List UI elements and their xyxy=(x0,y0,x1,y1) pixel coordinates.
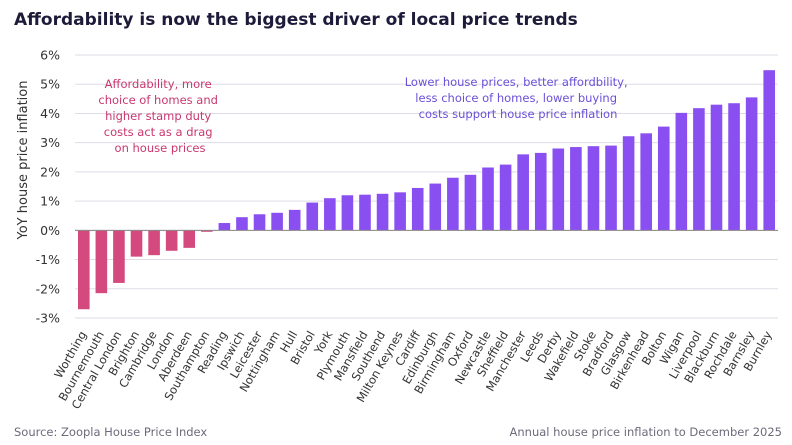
bar-derby xyxy=(552,148,565,231)
bar-plymouth xyxy=(341,195,354,231)
y-tick-label: -3% xyxy=(36,311,60,326)
bar-oxford xyxy=(464,174,477,231)
bar-glasgow xyxy=(622,136,635,231)
chart-title: Affordability is now the biggest driver … xyxy=(14,10,578,30)
y-tick-label: 3% xyxy=(40,135,60,150)
annotation-left-line: choice of homes and xyxy=(98,93,218,107)
bar-birmingham xyxy=(447,177,459,231)
bar-liverpool xyxy=(693,108,705,231)
y-axis-ticks: -3% -2% -1% 0% 1% 2% 3% 4% 5% 6% xyxy=(36,48,60,326)
bar-bolton xyxy=(657,126,670,231)
annotation-left-line: higher stamp duty xyxy=(105,109,211,123)
bar-brighton xyxy=(130,230,143,257)
annotation-left-line: on house prices xyxy=(115,141,206,155)
bar-worthing xyxy=(77,230,90,310)
bar-southend xyxy=(376,193,389,231)
annotation-left: Affordability, more choice of homes and … xyxy=(98,77,221,155)
bar-central-london xyxy=(113,230,125,283)
y-tick-label: 0% xyxy=(40,223,60,238)
bar-bristol xyxy=(306,202,319,231)
bar-stoke xyxy=(587,146,600,231)
bar-york xyxy=(324,198,336,231)
bar-southampton xyxy=(201,230,213,232)
period-note: Annual house price inflation to December… xyxy=(510,425,782,439)
annotation-right-line: costs support house price inflation xyxy=(419,107,618,121)
y-tick-label: 1% xyxy=(40,194,60,209)
bar-wigan xyxy=(675,112,688,231)
bar-leeds xyxy=(534,152,547,231)
annotation-left-line: costs act as a drag xyxy=(104,125,213,139)
bar-ipswich xyxy=(236,217,248,231)
y-tick-label: -2% xyxy=(36,281,60,296)
bar-leicester xyxy=(253,214,266,231)
y-tick-label: 4% xyxy=(40,106,60,121)
bar-hull xyxy=(288,209,301,231)
bar-rochdale xyxy=(728,103,740,231)
bar-manchester xyxy=(517,154,529,231)
bar-wakefield xyxy=(570,147,582,231)
bar-london xyxy=(165,230,178,251)
bar-newcastle xyxy=(482,167,494,231)
bar-nottingham xyxy=(271,212,283,231)
y-tick-label: 5% xyxy=(40,77,60,92)
bar-cambridge xyxy=(148,230,160,256)
bar-milton-keynes xyxy=(394,192,406,231)
bar-bournemouth xyxy=(95,230,108,294)
bar-birkenhead xyxy=(640,133,652,231)
bar-reading xyxy=(218,223,231,231)
y-tick-label: 6% xyxy=(40,48,60,63)
annotation-left-line: Affordability, more xyxy=(105,77,212,91)
bar-bradford xyxy=(605,145,617,231)
bar-edinburgh xyxy=(429,183,442,231)
bar-cardiff xyxy=(411,187,424,231)
bar-blackburn xyxy=(710,104,723,231)
bar-mansfield xyxy=(359,194,371,231)
y-tick-label: -1% xyxy=(36,252,60,267)
annotation-right-line: less choice of homes, lower buying xyxy=(415,91,617,105)
bars xyxy=(77,70,776,310)
annotation-right-line: Lower house prices, better affordbility, xyxy=(405,75,628,89)
source-note: Source: Zoopla House Price Index xyxy=(14,425,207,439)
y-axis-label: YoY house price inflation xyxy=(16,81,31,241)
y-tick-label: 2% xyxy=(40,164,60,179)
annotation-right: Lower house prices, better affordbility,… xyxy=(405,75,632,121)
bar-barnsley xyxy=(745,97,758,231)
bar-aberdeen xyxy=(183,230,196,248)
bar-sheffield xyxy=(499,164,512,231)
bar-burnley xyxy=(763,70,776,231)
